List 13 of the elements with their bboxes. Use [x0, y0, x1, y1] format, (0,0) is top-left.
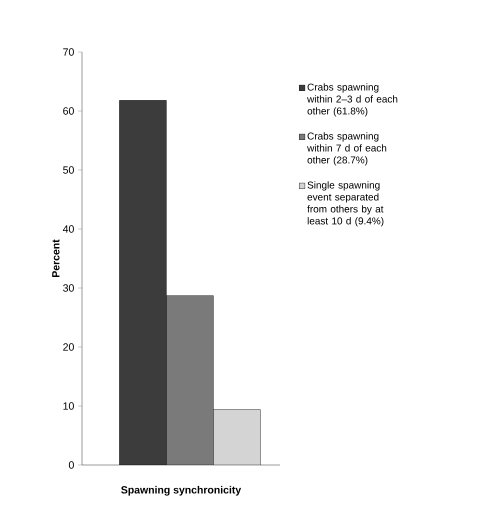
y-axis-title: Percent: [52, 239, 60, 277]
y-tick-label: 60: [63, 107, 74, 115]
legend-label: Single spawning event separated from others by at least 10 d (9.4%): [307, 181, 384, 226]
y-tick-label: 40: [62, 225, 74, 233]
legend-label: Crabs spawning within 2–3 d of each other (61.8%): [307, 83, 398, 116]
y-tick-label: 50: [63, 166, 74, 174]
y-tick-label: 30: [63, 284, 74, 292]
y-tick-label: 10: [63, 402, 74, 410]
y-tick-label: 70: [63, 48, 74, 56]
y-tick-label: 0: [68, 461, 74, 469]
legend-label: Crabs spawning within 7 d of each other (28.7%): [307, 132, 386, 166]
y-tick-label: 20: [63, 343, 74, 351]
x-axis-title: Spawning synchronicity: [121, 486, 242, 496]
